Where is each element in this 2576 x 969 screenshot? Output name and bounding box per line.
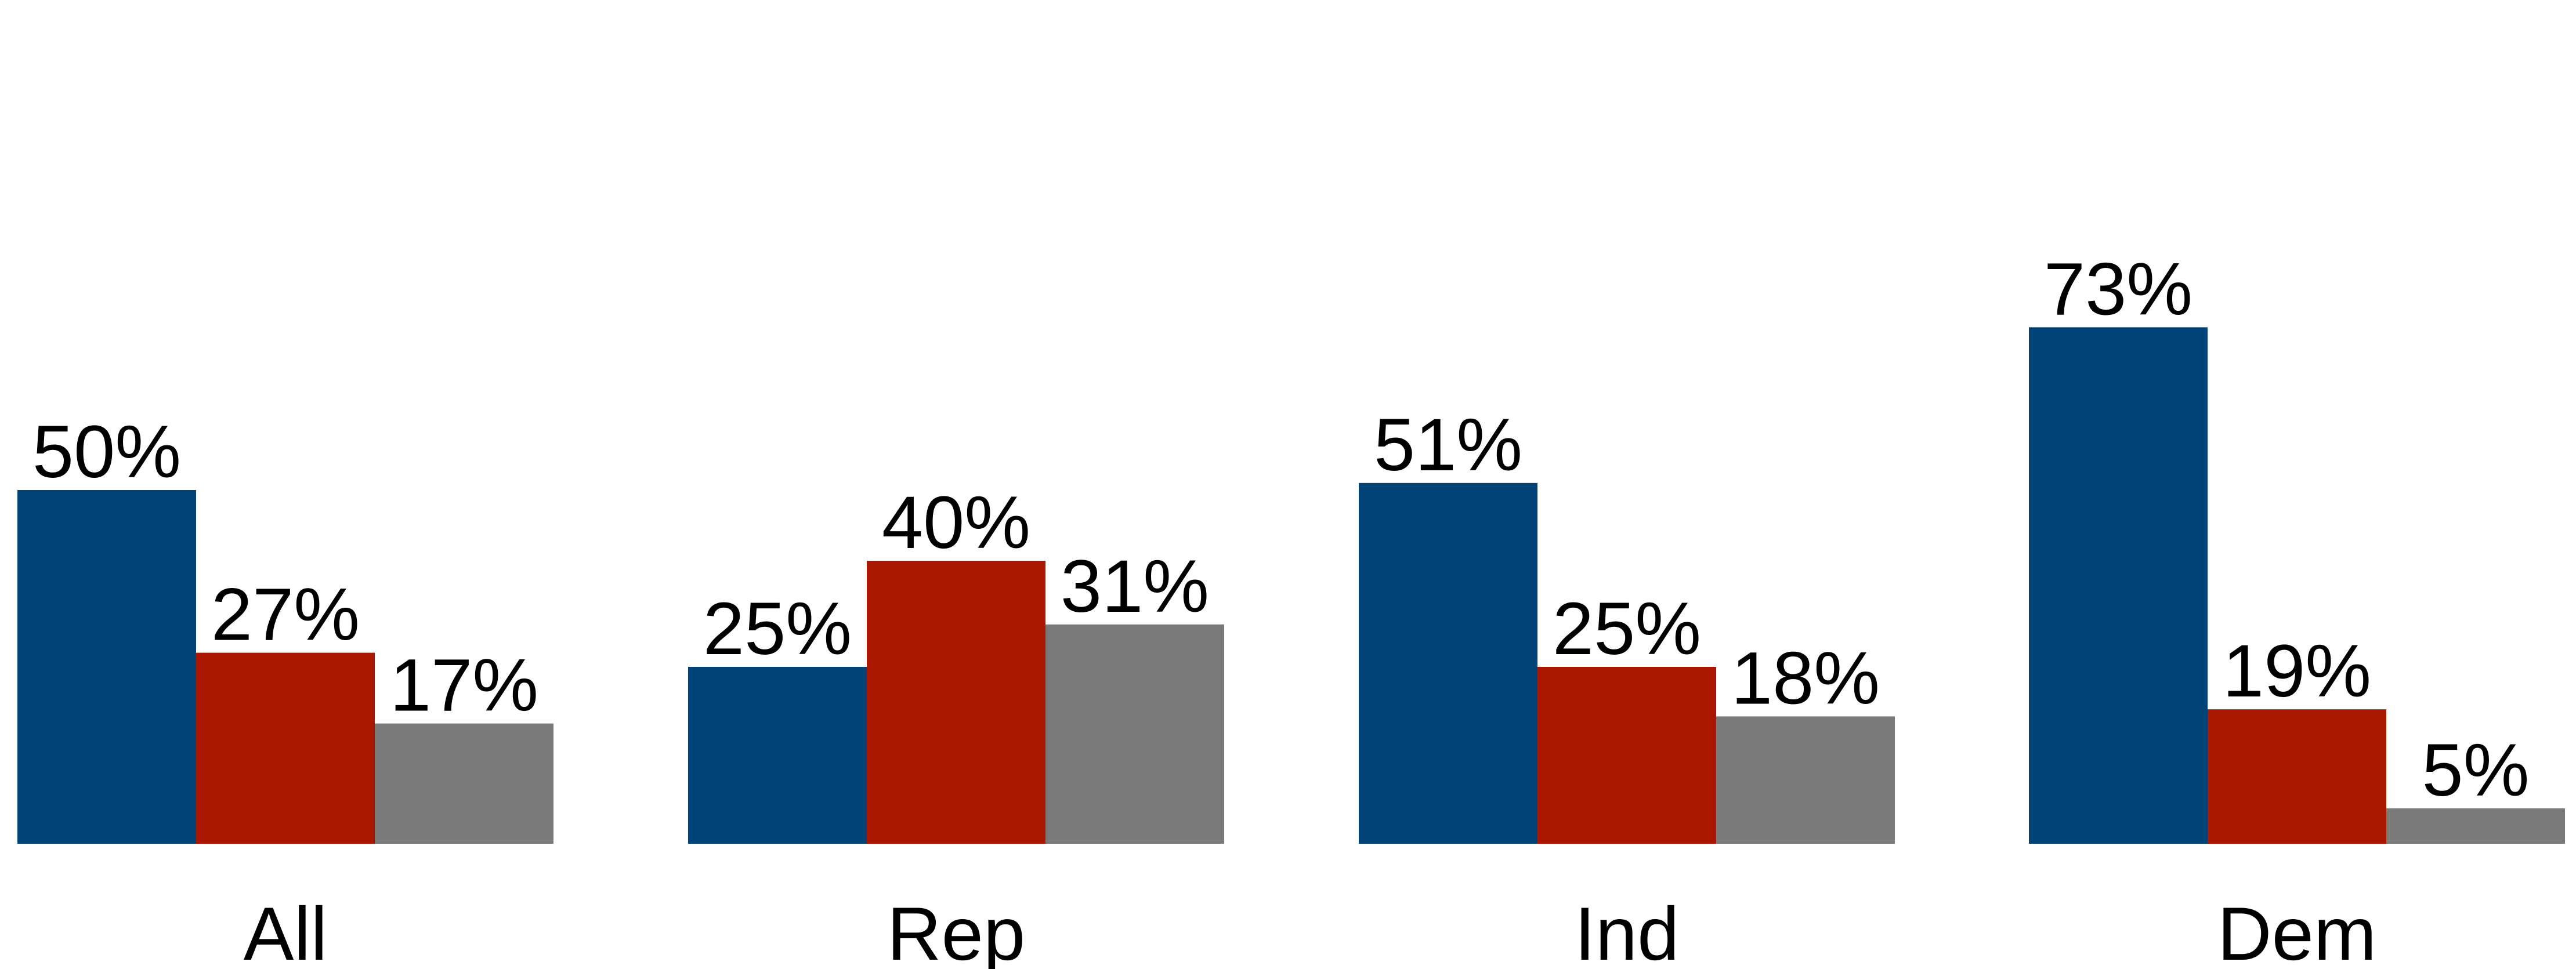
bar-all-series-2	[196, 652, 375, 844]
bar-all-series-3	[375, 723, 553, 844]
bar-ind-series-2	[1537, 667, 1716, 844]
value-label-ind-series-1: 51%	[1374, 404, 1522, 487]
category-label-ind: Ind	[1575, 891, 1680, 969]
value-label-all-series-1: 50%	[32, 411, 181, 493]
value-label-dem-series-2: 19%	[2223, 630, 2371, 713]
bar-all-series-1	[17, 490, 196, 844]
bar-dem-series-1	[2029, 327, 2208, 844]
category-label-all: All	[244, 891, 327, 969]
category-labels-layer: All Rep Ind Dem	[244, 891, 2376, 969]
bar-ind-series-3	[1716, 716, 1895, 844]
value-label-dem-series-3: 5%	[2422, 729, 2530, 812]
bar-dem-series-3	[2386, 808, 2565, 844]
value-label-ind-series-3: 18%	[1731, 637, 1880, 720]
bar-dem-series-2	[2208, 709, 2386, 844]
category-label-rep: Rep	[887, 891, 1025, 969]
value-labels-layer: 50% 27% 17% 25% 40% 31% 51% 25% 18% 73% 19% 5%	[32, 248, 2530, 812]
value-label-rep-series-3: 31%	[1061, 545, 1209, 628]
bar-rep-series-2	[867, 561, 1045, 844]
bar-rep-series-3	[1045, 624, 1224, 844]
value-label-all-series-3: 17%	[390, 644, 538, 727]
bars-layer	[17, 327, 2565, 844]
category-label-dem: Dem	[2217, 891, 2376, 969]
value-label-dem-series-1: 73%	[2044, 248, 2193, 331]
bar-rep-series-1	[688, 667, 867, 844]
bar-ind-series-1	[1359, 482, 1537, 844]
value-label-all-series-2: 27%	[211, 574, 360, 656]
value-label-rep-series-1: 25%	[703, 587, 852, 670]
value-label-rep-series-2: 40%	[882, 481, 1030, 564]
value-label-ind-series-2: 25%	[1553, 587, 1701, 670]
